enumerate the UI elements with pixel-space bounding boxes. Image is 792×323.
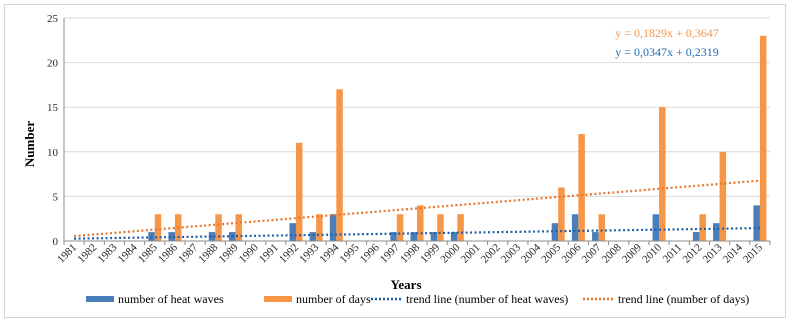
- bar-heat-waves: [592, 232, 599, 241]
- x-tick-label: 1982: [75, 242, 99, 266]
- bar-heat-waves: [289, 223, 296, 241]
- y-tick-label: 10: [47, 147, 59, 159]
- x-tick-label: 1993: [297, 241, 321, 265]
- trend-equation-heat-waves: y = 0,0347x + 0,2319: [615, 45, 719, 59]
- bar-days: [598, 214, 606, 241]
- x-tick-label: 1989: [217, 241, 241, 265]
- x-tick-label: 2007: [580, 241, 604, 265]
- x-tick-label: 1983: [96, 241, 120, 265]
- x-tick-label: 1999: [418, 241, 442, 265]
- x-tick-label: 1997: [378, 241, 402, 265]
- legend-label-days: number of days: [296, 292, 371, 306]
- x-tick-label: 1991: [257, 242, 281, 266]
- x-tick-label: 2015: [741, 241, 765, 265]
- x-tick-label: 2004: [519, 241, 543, 265]
- chart-frame: [4, 4, 786, 318]
- y-tick-label: 15: [47, 102, 59, 114]
- bar-heat-waves: [692, 232, 700, 241]
- bar-days: [215, 214, 222, 241]
- bar-days: [759, 35, 767, 242]
- legend-swatch-days: [264, 296, 292, 302]
- x-tick-label: 2011: [661, 242, 685, 266]
- x-tick-label: 2005: [539, 241, 563, 265]
- bar-days: [295, 142, 303, 241]
- bar-days: [316, 214, 323, 241]
- y-tick-label: 25: [47, 13, 59, 25]
- y-tick-label: 5: [53, 191, 59, 203]
- bar-heat-waves: [652, 214, 660, 241]
- gridlines: [64, 17, 770, 197]
- axes: [63, 18, 771, 245]
- x-tick-label: 1988: [196, 241, 220, 265]
- x-tick-label: 2013: [701, 241, 725, 265]
- x-tick-label: 1995: [338, 241, 362, 265]
- y-tick-label: 20: [47, 58, 59, 70]
- x-tick-label: 1994: [317, 241, 341, 265]
- bar-days: [154, 214, 162, 241]
- bar-heat-waves: [450, 232, 458, 241]
- x-tick-label: 1981: [55, 242, 79, 266]
- y-tick-labels: 0 5 10 15 20 25: [47, 13, 59, 248]
- trend-equation-days: y = 0,1829x + 0,3647: [615, 26, 719, 40]
- x-tick-label: 1992: [277, 242, 301, 266]
- bar-heat-waves: [309, 232, 317, 241]
- legend: number of heat waves number of days tren…: [86, 292, 749, 306]
- bar-days: [336, 89, 343, 241]
- x-axis-title: Years: [390, 277, 421, 292]
- bar-days: [659, 107, 666, 241]
- bar-days: [235, 214, 242, 241]
- x-tick-label: 1987: [176, 241, 200, 265]
- bar-heat-waves: [571, 214, 579, 241]
- trend-lines: [73, 179, 761, 240]
- bar-heat-waves: [329, 214, 337, 241]
- x-tick-labels: 1981198219831984198519861987198819891990…: [55, 241, 765, 265]
- y-tick-label: 0: [53, 236, 59, 248]
- bar-heat-waves: [390, 232, 397, 241]
- bar-heat-waves: [551, 223, 559, 241]
- bar-days: [396, 214, 404, 241]
- legend-label-trend-heat-waves: trend line (number of heat waves): [406, 292, 568, 306]
- y-axis-title: Number: [22, 121, 37, 167]
- x-tick-label: 1998: [398, 241, 422, 265]
- x-tick-label: 2001: [459, 242, 483, 266]
- bar-days: [417, 205, 424, 241]
- x-tick-label: 1986: [156, 241, 180, 265]
- x-tick-label: 2012: [680, 242, 704, 266]
- legend-swatch-heat-waves: [86, 296, 114, 302]
- x-tick-label: 2000: [438, 241, 462, 265]
- bar-heat-waves: [753, 205, 760, 241]
- bar-heat-waves: [168, 232, 175, 241]
- bar-days: [437, 214, 444, 241]
- bar-days: [558, 187, 565, 241]
- x-tick-label: 1985: [136, 241, 160, 265]
- x-tick-label: 2009: [620, 241, 644, 265]
- x-tick-label: 1996: [358, 241, 382, 265]
- legend-label-heat-waves: number of heat waves: [118, 292, 224, 306]
- x-tick-label: 2002: [479, 242, 503, 266]
- x-tick-label: 2003: [499, 241, 523, 265]
- bars: [148, 35, 767, 242]
- bar-days: [578, 133, 585, 241]
- x-tick-label: 1984: [116, 241, 140, 265]
- bar-heat-waves: [208, 232, 216, 241]
- legend-label-trend-days: trend line (number of days): [618, 292, 749, 306]
- bar-days: [699, 214, 706, 241]
- x-tick-label: 2010: [640, 241, 664, 265]
- bar-heat-waves: [713, 223, 720, 241]
- x-tick-label: 2006: [559, 241, 583, 265]
- x-tick-label: 2014: [721, 241, 745, 265]
- x-tick-label: 2008: [600, 241, 624, 265]
- bar-heat-waves: [430, 232, 438, 241]
- bar-days: [457, 214, 464, 241]
- bar-heat-waves: [410, 232, 417, 241]
- x-tick-label: 1990: [237, 241, 261, 265]
- trend-line-days: [73, 179, 761, 238]
- trend-line-heat-waves: [74, 226, 760, 240]
- bar-days: [719, 151, 727, 241]
